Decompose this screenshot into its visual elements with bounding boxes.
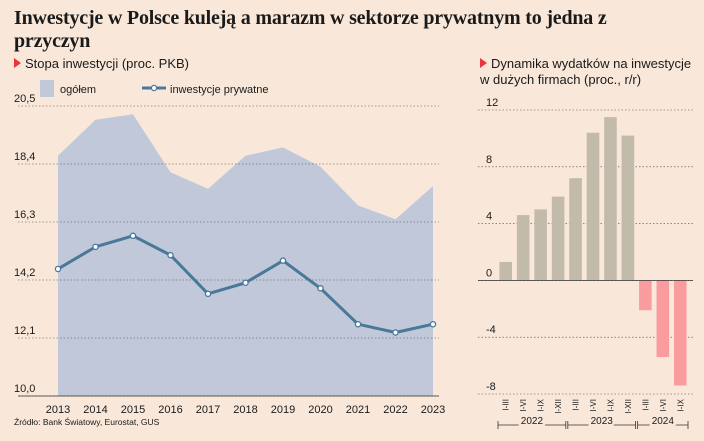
bar	[673, 280, 687, 386]
x-tick-label: I-IX	[606, 398, 615, 411]
bar	[551, 196, 565, 281]
y-tick-label: 20,5	[14, 93, 35, 105]
y-tick-label: -4	[486, 324, 496, 336]
bar	[621, 135, 635, 281]
y-tick-label: 12,1	[14, 325, 35, 337]
total-investment-area	[58, 114, 433, 397]
bar	[516, 215, 530, 281]
bar	[569, 178, 582, 281]
x-tick-label: I-VI	[589, 399, 598, 411]
x-tick-label: 2022	[383, 404, 407, 416]
page-title: Inwestycje w Polsce kuleją a marazm w se…	[14, 7, 607, 52]
y-tick-label: 4	[486, 211, 492, 223]
right-chart-subtitle: Dynamika wydatków na inwestycje w dużych…	[480, 56, 700, 88]
source-note: Źródło: Bank Światowy, Eurostat, GUS	[14, 417, 160, 427]
x-tick-label: 2018	[233, 404, 257, 416]
x-tick-label: I-VI	[659, 399, 668, 411]
y-tick-label: -8	[486, 381, 496, 393]
x-tick-label: I-XII	[554, 399, 563, 414]
legend-label-private: inwestycje prywatne	[170, 84, 268, 96]
left-chart-title: Stopa inwestycji (proc. PKB)	[25, 56, 190, 71]
x-tick-label: 2021	[346, 404, 370, 416]
x-tick-label: 2023	[421, 404, 445, 416]
y-tick-label: 18,4	[14, 151, 35, 163]
x-tick-label: 2013	[46, 404, 70, 416]
private-investment-point	[317, 285, 324, 292]
private-investment-point	[242, 279, 249, 287]
private-investment-point	[354, 320, 362, 328]
private-investment-point	[392, 329, 399, 336]
x-tick-label: I-IX	[676, 398, 685, 411]
x-tick-label: 2019	[271, 404, 295, 416]
bar	[639, 280, 652, 311]
x-tick-label: I-IX	[537, 398, 546, 411]
x-tick-label: 2016	[158, 404, 182, 416]
x-tick-label: 2015	[121, 404, 145, 416]
bar	[534, 209, 547, 281]
x-tick-label: I-III	[502, 399, 511, 411]
y-tick-label: 14,2	[14, 267, 35, 279]
y-tick-label: 0	[486, 267, 492, 279]
x-tick-label: I-VI	[519, 399, 528, 411]
group-year-label: 2023	[591, 416, 614, 427]
legend-marker-private	[150, 84, 158, 92]
private-investment-point	[129, 232, 137, 240]
private-investment-point	[204, 290, 212, 298]
private-investment-point	[429, 320, 437, 328]
y-tick-label: 8	[486, 154, 492, 166]
red-triangle-icon	[480, 58, 487, 68]
x-tick-label: I-III	[572, 399, 581, 411]
private-investment-point	[92, 243, 99, 251]
x-tick-label: 2014	[83, 404, 107, 416]
private-investment-point	[54, 265, 62, 273]
group-year-label: 2022	[521, 416, 544, 427]
private-investment-point	[279, 257, 287, 264]
bar	[656, 280, 670, 358]
right-chart-title: Dynamika wydatków na inwestycje w dużych…	[480, 56, 692, 87]
red-triangle-icon	[14, 58, 21, 68]
legend-swatch-total	[40, 80, 54, 97]
x-tick-label: I-III	[641, 399, 650, 411]
left-chart-subtitle: Stopa inwestycji (proc. PKB)	[14, 56, 189, 72]
bar	[499, 261, 513, 281]
group-year-label: 2024	[652, 416, 675, 427]
bar	[586, 132, 600, 281]
y-tick-label: 16,3	[14, 209, 35, 221]
private-investment-point	[167, 251, 174, 259]
y-tick-label: 12	[486, 97, 498, 109]
y-tick-label: 10,0	[14, 383, 35, 395]
x-tick-label: 2017	[196, 404, 220, 416]
legend-label-total: ogółem	[60, 84, 96, 96]
x-tick-label: I-XII	[624, 399, 633, 414]
x-tick-label: 2020	[308, 404, 332, 416]
bar	[604, 117, 617, 281]
